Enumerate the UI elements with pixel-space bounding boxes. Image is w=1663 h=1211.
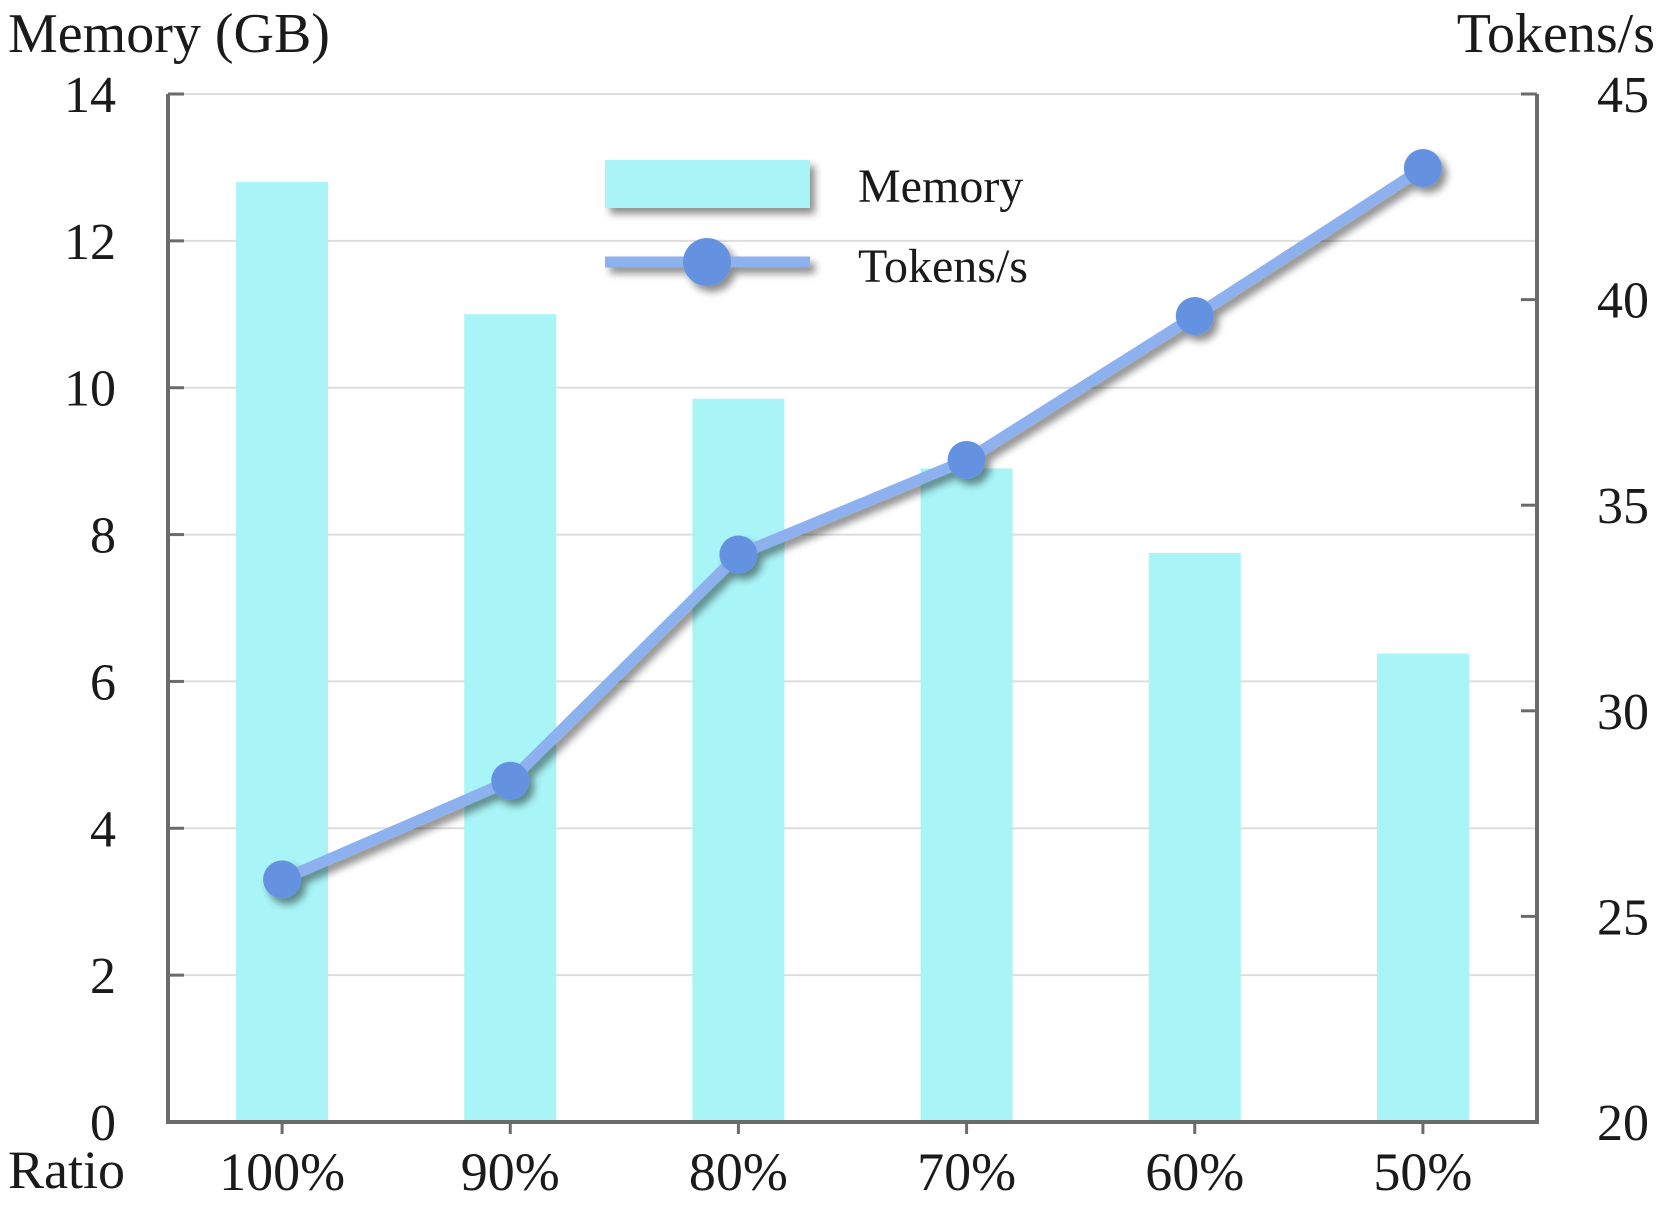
right-tick-label: 25 — [1597, 889, 1649, 946]
left-tick-label: 10 — [64, 361, 116, 418]
memory-bar — [692, 398, 785, 1122]
tokens-line-group — [263, 149, 1442, 899]
x-tick-label: 80% — [689, 1142, 788, 1202]
y2-axis-title: Tokens/s — [1457, 3, 1655, 65]
right-tick-label: 20 — [1597, 1095, 1649, 1152]
tokens-point — [1403, 149, 1442, 188]
left-axis-ticks: 0 2 4 6 8 10 12 14 — [64, 67, 184, 1152]
memory-bar — [920, 468, 1013, 1122]
right-tick-label: 40 — [1597, 273, 1649, 330]
left-tick-label: 0 — [90, 1095, 116, 1152]
x-tick-label: 70% — [917, 1142, 1016, 1202]
x-tick-label: 90% — [461, 1142, 560, 1202]
legend-memory-swatch — [605, 160, 810, 208]
left-tick-label: 2 — [90, 948, 116, 1005]
legend-memory-label: Memory — [858, 160, 1023, 213]
left-tick-label: 4 — [90, 801, 116, 858]
right-tick-label: 35 — [1597, 478, 1649, 535]
y-axis-title: Memory (GB) — [8, 3, 330, 65]
tokens-point — [263, 860, 302, 899]
memory-bar — [1376, 653, 1469, 1122]
legend-tokens-marker — [683, 238, 731, 286]
plot-frame — [166, 94, 1539, 1124]
tokens-point — [1175, 297, 1214, 336]
tokens-point — [719, 535, 758, 574]
x-tick-label: 60% — [1145, 1142, 1244, 1202]
x-tick-label: 50% — [1373, 1142, 1472, 1202]
tokens-point — [947, 440, 986, 479]
memory-bar — [464, 314, 557, 1122]
tokens-point — [491, 761, 530, 800]
x-axis-ticks: 100% 90% 80% 70% 60% 50% — [219, 1122, 1472, 1202]
x-tick-label: 100% — [219, 1142, 345, 1202]
memory-bar — [1148, 552, 1241, 1122]
tokens-line-series — [263, 149, 1442, 899]
right-axis-ticks: 20 25 30 35 40 45 — [1521, 67, 1649, 1152]
memory-bar — [236, 182, 329, 1123]
bars — [236, 182, 1469, 1123]
legend — [605, 160, 810, 286]
left-tick-label: 14 — [64, 67, 116, 124]
tokens-line — [276, 162, 1429, 885]
left-tick-label: 6 — [90, 654, 116, 711]
left-tick-label: 12 — [64, 214, 116, 271]
x-axis-title: Ratio — [8, 1140, 125, 1200]
legend-tokens-label: Tokens/s — [858, 240, 1028, 293]
right-tick-label: 30 — [1597, 684, 1649, 741]
right-tick-label: 45 — [1597, 67, 1649, 124]
left-tick-label: 8 — [90, 508, 116, 565]
